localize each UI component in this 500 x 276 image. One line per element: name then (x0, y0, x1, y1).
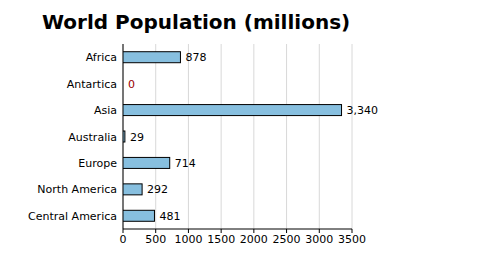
bars (123, 52, 342, 222)
tick-label: 3000 (305, 233, 333, 246)
grid-line (188, 44, 189, 229)
data-label: 292 (147, 183, 168, 196)
grid-line (221, 44, 222, 229)
chart: World Population (millions) 0 500 1000 1500 2… (0, 0, 500, 276)
tick-label: 2000 (240, 233, 268, 246)
data-label: 714 (175, 157, 196, 170)
bar (123, 184, 142, 195)
bar (123, 210, 154, 221)
category-label: North America (37, 183, 117, 196)
tick-label: 1500 (207, 233, 235, 246)
data-label: 878 (185, 51, 206, 64)
category-label: Africa (86, 51, 117, 64)
bar (123, 78, 124, 89)
grid-line (253, 44, 254, 229)
category-label: Europe (78, 157, 117, 170)
category-label: Asia (94, 104, 117, 117)
data-label: 3,340 (347, 104, 379, 117)
grid-line (319, 44, 320, 229)
data-label: 29 (130, 131, 144, 144)
grid-line (352, 44, 353, 229)
data-label: 0 (128, 78, 135, 91)
tick-label: 3500 (338, 233, 366, 246)
category-label: Australia (68, 131, 117, 144)
bar (123, 131, 125, 142)
tick-label: 1000 (174, 233, 202, 246)
bar (123, 105, 342, 116)
tick-label: 0 (120, 233, 127, 246)
bar (123, 157, 170, 168)
tick-label: 2500 (273, 233, 301, 246)
grid-line (155, 44, 156, 229)
bar (123, 52, 180, 63)
title: World Population (millions) (42, 10, 350, 34)
grid (123, 44, 352, 229)
data-label: 481 (159, 210, 180, 223)
category-label: Central America (28, 210, 117, 223)
tick-label: 500 (145, 233, 166, 246)
x-axis (123, 229, 352, 230)
grid-line (286, 44, 287, 229)
category-label: Antartica (67, 78, 117, 91)
